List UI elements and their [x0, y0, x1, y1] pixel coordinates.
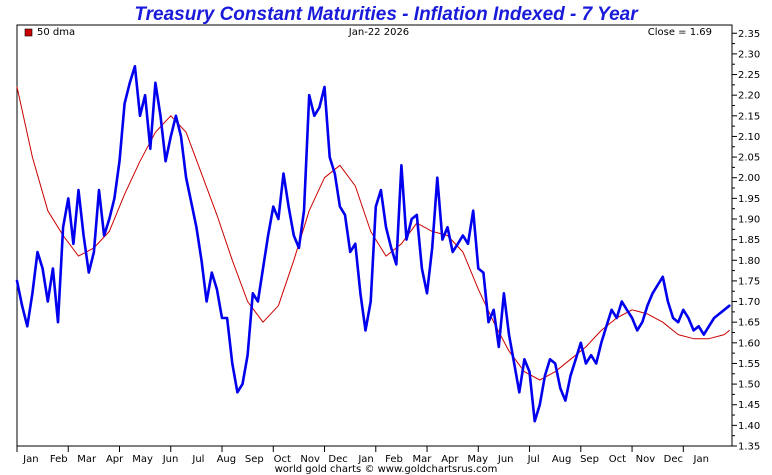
x-tick-label: Oct	[609, 454, 626, 465]
legend-label-50dma: 50 dma	[37, 27, 75, 38]
x-tick-label: Aug	[552, 454, 572, 465]
x-tick-label: Jan	[357, 454, 373, 465]
y-tick-label: 2.15	[738, 111, 760, 122]
y-tick-label: 2.05	[738, 153, 760, 164]
y-tick-label: 1.60	[738, 338, 760, 349]
x-tick-label: Nov	[636, 454, 656, 465]
footer-credit: world gold charts © www.goldchartsrus.co…	[275, 464, 498, 475]
y-tick-label: 1.75	[738, 276, 760, 287]
x-tick-label: Jun	[162, 454, 179, 465]
x-tick-label: Feb	[385, 454, 403, 465]
x-tick-label: Oct	[274, 454, 291, 465]
x-tick-label: Jul	[191, 454, 204, 465]
y-tick-label: 2.10	[738, 132, 760, 143]
y-tick-label: 1.35	[738, 442, 760, 453]
x-tick-label: Jan	[693, 454, 709, 465]
x-tick-label: Jul	[527, 454, 540, 465]
series-layer	[15, 65, 731, 423]
y-tick-label: 2.00	[738, 173, 760, 184]
y-axis: 1.35 1.40 1.45 1.50 1.55 1.60 1.65 1.70 1.75 1.80…	[732, 29, 760, 453]
y-tick-label: 1.90	[738, 214, 760, 225]
y-tick-label: 2.35	[738, 29, 760, 40]
y-tick-label: 1.55	[738, 359, 760, 370]
header-date: Jan-22 2026	[348, 27, 409, 38]
y-tick-label: 1.45	[738, 400, 760, 411]
x-tick-label: Aug	[217, 454, 237, 465]
x-tick-label: Dec	[328, 454, 347, 465]
y-tick-label: 1.85	[738, 235, 760, 246]
x-tick-label: Sep	[580, 454, 599, 465]
header-close: Close = 1.69	[648, 27, 712, 38]
y-tick-label: 1.65	[738, 318, 760, 329]
chart-title: Treasury Constant Maturities - Inflation…	[134, 4, 639, 25]
y-tick-label: 1.95	[738, 194, 760, 205]
x-tick-label: Apr	[441, 454, 459, 465]
x-tick-label: Nov	[300, 454, 320, 465]
y-tick-label: 1.50	[738, 380, 760, 391]
series-line-yield	[15, 65, 731, 423]
x-tick-label: Feb	[50, 454, 68, 465]
x-tick-label: Mar	[412, 454, 432, 465]
series-line-50dma	[16, 86, 730, 381]
x-tick-label: Apr	[106, 454, 124, 465]
x-tick-label: Jan	[22, 454, 38, 465]
x-tick-label: Sep	[245, 454, 264, 465]
y-tick-label: 2.30	[738, 49, 760, 60]
x-axis: Jan Feb Mar Apr May Jun Jul Aug Sep Oct Nov Dec Jan F…	[16, 446, 709, 465]
x-tick-label: May	[467, 454, 488, 465]
y-tick-label: 2.25	[738, 70, 760, 81]
y-tick-label: 2.20	[738, 91, 760, 102]
x-tick-label: Mar	[77, 454, 97, 465]
x-tick-label: Dec	[664, 454, 683, 465]
legend-swatch-50dma	[24, 28, 33, 37]
y-tick-label: 1.70	[738, 297, 760, 308]
y-tick-label: 1.40	[738, 421, 760, 432]
x-tick-label: Jun	[497, 454, 514, 465]
y-tick-label: 1.80	[738, 256, 760, 267]
x-tick-label: May	[132, 454, 153, 465]
